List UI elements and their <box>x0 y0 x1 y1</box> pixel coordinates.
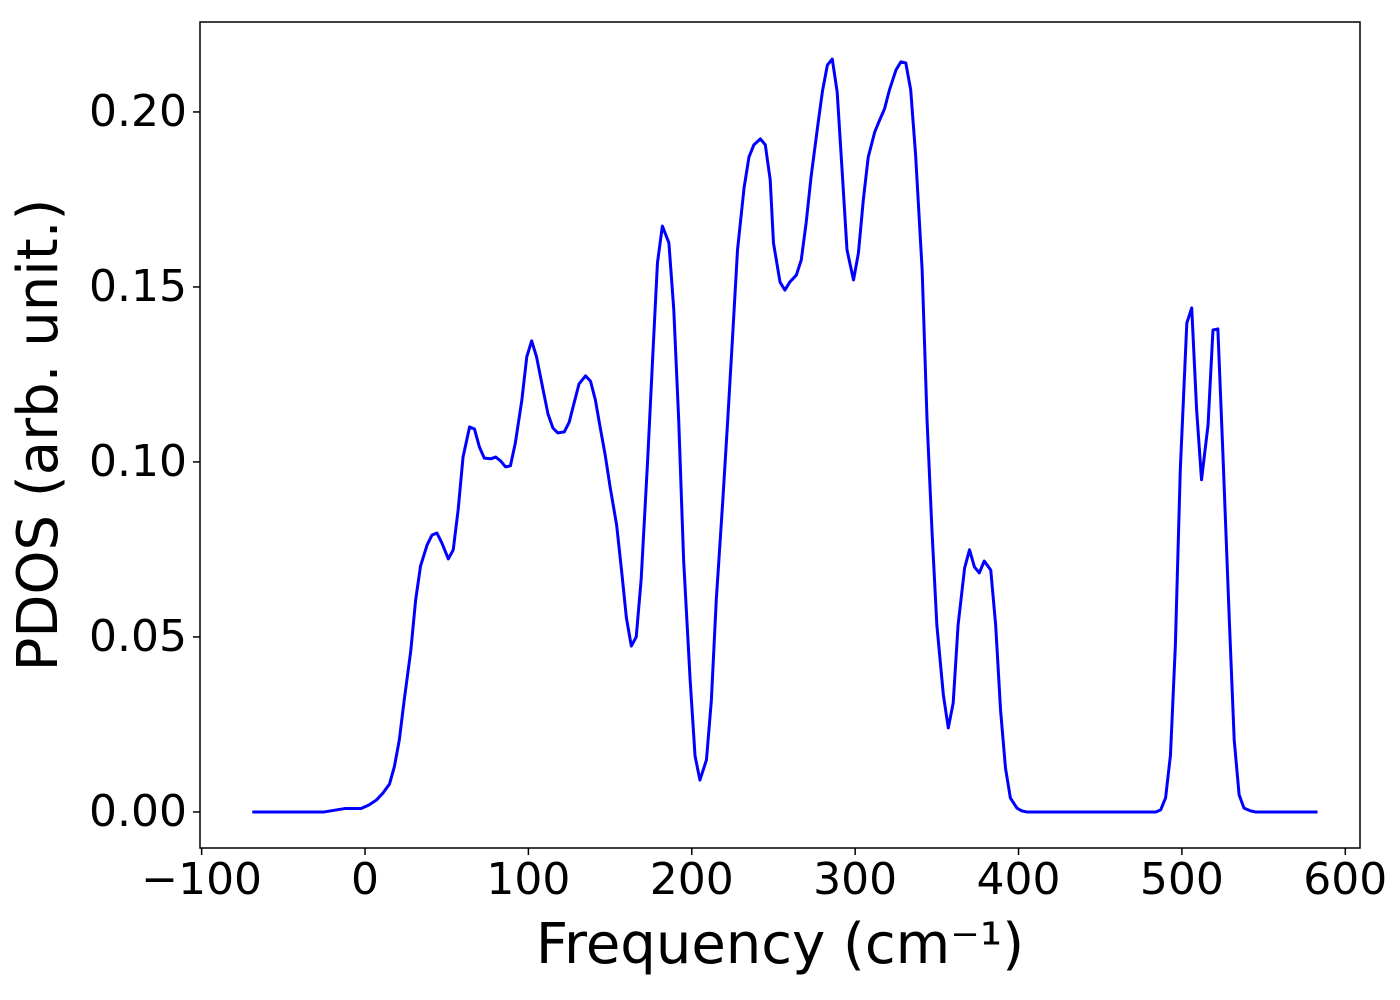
y-tick-label: 0.20 <box>89 86 187 137</box>
plot-frame <box>199 21 1361 849</box>
data-line <box>252 57 1318 814</box>
x-tick-label: 200 <box>650 854 734 905</box>
x-tick-label: −100 <box>141 854 262 905</box>
x-tick-label: 100 <box>486 854 570 905</box>
x-tick-label: 600 <box>1303 854 1387 905</box>
y-tick-label: 0.05 <box>89 611 187 662</box>
y-tick-label: 0.15 <box>89 261 187 312</box>
x-axis-label: Frequency (cm⁻¹) <box>536 912 1024 977</box>
y-axis-label: PDOS (arb. unit.) <box>6 199 71 672</box>
x-tick-label: 500 <box>1140 854 1224 905</box>
x-tick-label: 300 <box>813 854 897 905</box>
y-tick-label: 0.00 <box>89 786 187 837</box>
x-tick-label: 0 <box>351 854 379 905</box>
y-tick-label: 0.10 <box>89 436 187 487</box>
x-tick-label: 400 <box>977 854 1061 905</box>
